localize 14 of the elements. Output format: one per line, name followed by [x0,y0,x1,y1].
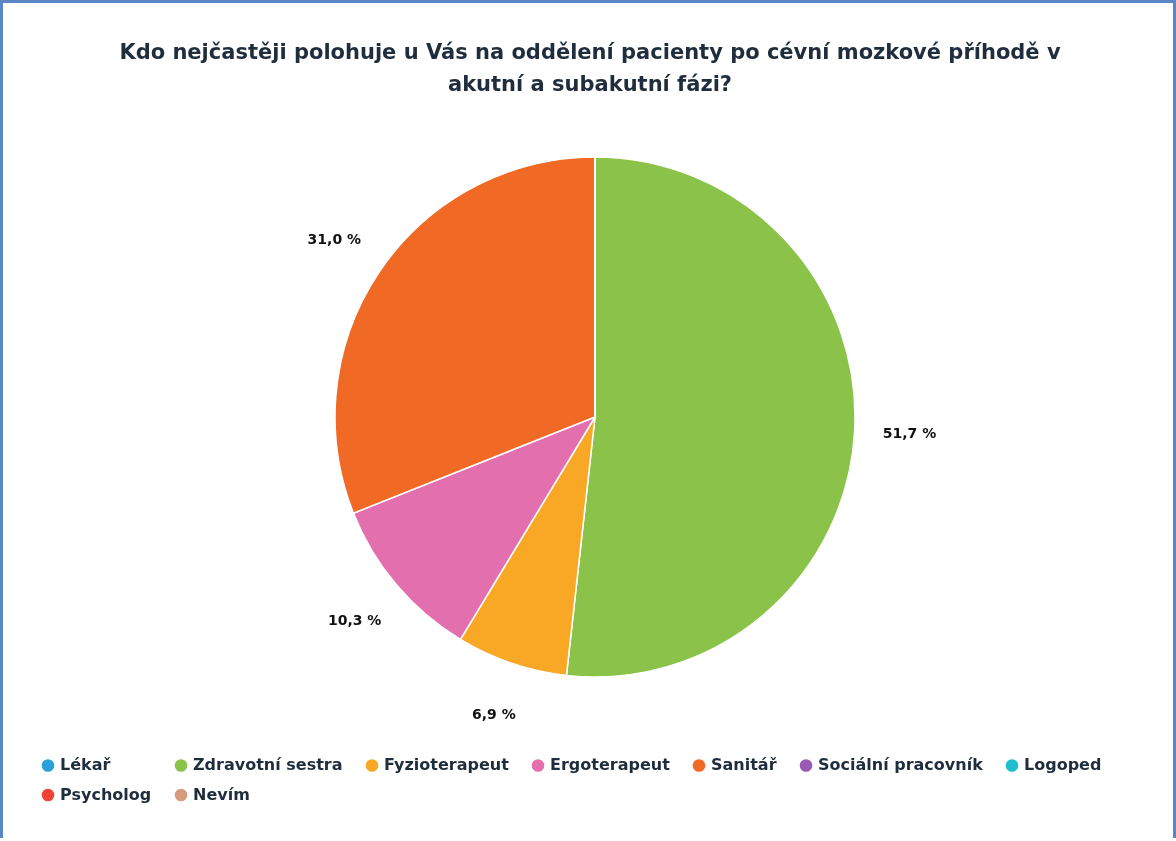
legend-label: Nevím [193,785,250,804]
legend-label: Zdravotní sestra [193,755,343,775]
legend-label: Sociální pracovník [818,755,984,775]
legend-label: Fyzioterapeut [384,755,510,775]
data-label: 6,9 % [471,706,516,723]
data-label: 10,3 % [327,611,382,628]
data-label: 31,0 % [307,231,362,248]
legend-label: Ergoterapeut [550,755,671,775]
legend-label: Psycholog [60,785,152,804]
chart-title: Kdo nejčastěji polohuje u Vás na oddělení pacienty po cévní mozkové příhodě v akutní a subakutní fázi? [118,39,1062,98]
data-label: 51,7 % [882,425,937,442]
legend-label: Logoped [1024,755,1102,775]
legend-label: Sanitář [711,755,777,775]
legend-label: Lékař [60,755,111,775]
